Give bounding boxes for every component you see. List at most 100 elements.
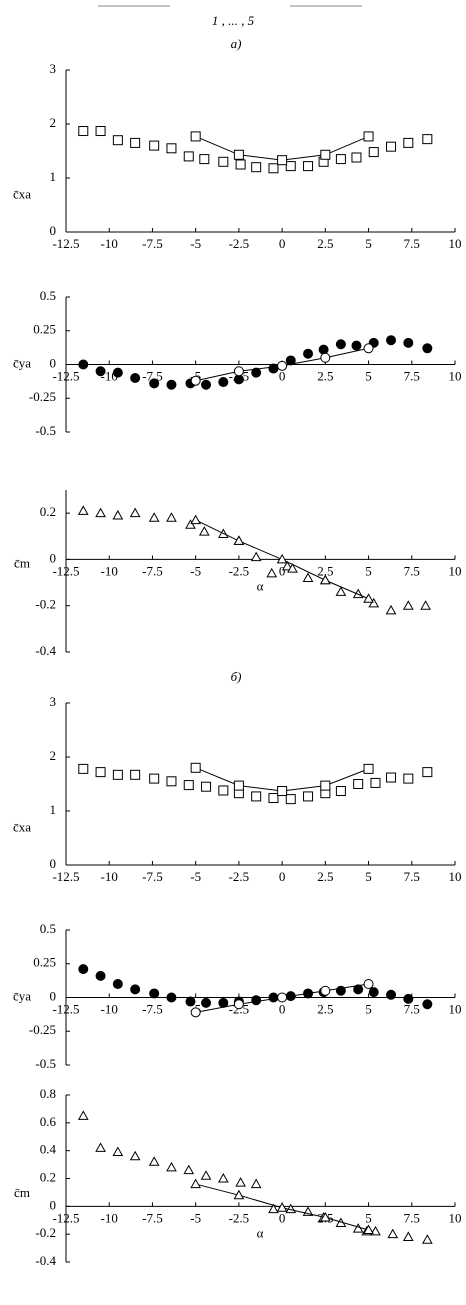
triangle-marker bbox=[302, 572, 314, 582]
square-marker bbox=[353, 779, 364, 789]
triangle-marker bbox=[148, 512, 160, 522]
square-marker bbox=[303, 791, 314, 802]
x-tick-label: 7.5 bbox=[404, 1210, 420, 1225]
header-text: 1 , ... , 5 bbox=[212, 13, 255, 28]
triangle-marker bbox=[250, 1178, 262, 1189]
triangle-marker bbox=[129, 507, 141, 518]
triangle-marker bbox=[166, 1161, 177, 1172]
x-tick-label: 10 bbox=[449, 236, 462, 251]
x-tick-label: -7.5 bbox=[142, 563, 163, 578]
triangle-marker bbox=[77, 1110, 89, 1120]
square-marker bbox=[183, 780, 194, 791]
x-tick-label: -12.5 bbox=[52, 1001, 79, 1016]
triangle-marker bbox=[148, 1156, 160, 1166]
circle-marker bbox=[403, 337, 414, 348]
square-marker bbox=[403, 137, 414, 148]
y-tick-label: -0.5 bbox=[35, 1056, 56, 1071]
y-tick-label: -0.2 bbox=[35, 1225, 56, 1240]
square-marker bbox=[130, 137, 141, 148]
triangle-marker bbox=[276, 553, 288, 564]
circle-marker bbox=[218, 377, 229, 388]
y-tick-label: 0 bbox=[50, 1197, 57, 1212]
square-marker bbox=[201, 781, 212, 792]
triangle-marker bbox=[183, 1164, 195, 1175]
x-tick-label: -5 bbox=[190, 563, 201, 578]
circle-marker bbox=[320, 352, 331, 363]
y-tick-label: -0.25 bbox=[29, 1022, 56, 1037]
square-marker bbox=[166, 143, 177, 154]
square-marker bbox=[166, 776, 177, 787]
square-marker bbox=[190, 131, 201, 142]
circle-marker bbox=[422, 999, 433, 1010]
y-tick-label: 0.6 bbox=[40, 1114, 57, 1129]
square-marker bbox=[183, 151, 194, 162]
y-axis-label: c̄m bbox=[14, 556, 30, 571]
circle-marker bbox=[185, 996, 196, 1007]
circle-marker bbox=[285, 355, 296, 366]
square-marker bbox=[268, 163, 279, 174]
y-tick-label: 0.25 bbox=[33, 322, 56, 337]
x-tick-label: 5 bbox=[365, 1001, 372, 1016]
y-tick-label: 0.5 bbox=[40, 921, 56, 936]
y-tick-label: 0.2 bbox=[40, 1169, 56, 1184]
triangle-marker bbox=[363, 1224, 374, 1234]
triangle-marker bbox=[402, 600, 414, 610]
y-tick-label: 2 bbox=[50, 115, 57, 130]
y-tick-label: 0.4 bbox=[40, 1142, 57, 1157]
y-tick-label: 0 bbox=[50, 223, 57, 238]
circle-marker bbox=[422, 343, 433, 354]
y-tick-label: 0 bbox=[50, 856, 57, 871]
square-marker bbox=[351, 152, 362, 163]
x-tick-label: 0 bbox=[279, 1210, 286, 1225]
triangle-marker bbox=[250, 551, 262, 562]
square-marker bbox=[285, 161, 296, 172]
y-tick-label: 3 bbox=[50, 694, 57, 709]
circle-marker bbox=[363, 979, 374, 989]
x-tick-label: 7.5 bbox=[404, 236, 420, 251]
x-tick-label: 0 bbox=[279, 869, 286, 884]
x-tick-label: 7.5 bbox=[404, 368, 420, 383]
circle-marker bbox=[233, 999, 244, 1010]
square-marker bbox=[268, 793, 279, 804]
square-marker bbox=[422, 767, 433, 778]
y-tick-label: 0.2 bbox=[40, 504, 56, 519]
circle-marker bbox=[112, 979, 123, 989]
circle-marker bbox=[130, 984, 141, 995]
circle-marker bbox=[95, 366, 106, 377]
circle-marker bbox=[363, 343, 374, 354]
square-marker bbox=[130, 769, 141, 780]
circle-marker bbox=[166, 379, 177, 390]
y-tick-label: -0.5 bbox=[35, 423, 56, 438]
triangle-marker bbox=[368, 597, 380, 608]
x-tick-label: 10 bbox=[449, 563, 462, 578]
triangle-marker bbox=[217, 1172, 229, 1183]
y-axis-label: c̄xa bbox=[13, 187, 31, 202]
x-tick-label: -2.5 bbox=[229, 869, 250, 884]
circle-marker bbox=[318, 344, 329, 355]
square-marker bbox=[251, 162, 262, 173]
triangle-marker bbox=[287, 563, 298, 573]
triangle-marker bbox=[387, 1228, 399, 1239]
triangle-marker bbox=[112, 1146, 124, 1157]
triangle-marker bbox=[363, 593, 374, 603]
x-tick-label: -5 bbox=[190, 236, 201, 251]
x-tick-label: -12.5 bbox=[52, 563, 79, 578]
y-tick-label: 0 bbox=[50, 988, 57, 1003]
circle-marker bbox=[353, 984, 364, 995]
triangle-marker bbox=[166, 512, 177, 522]
square-marker bbox=[95, 126, 106, 137]
x-tick-label: 10 bbox=[449, 1001, 462, 1016]
circle-marker bbox=[368, 987, 379, 998]
square-marker bbox=[233, 780, 244, 791]
circle-marker bbox=[386, 989, 397, 1000]
y-tick-label: 0.5 bbox=[40, 288, 56, 303]
x-tick-label: 0 bbox=[279, 236, 286, 251]
x-tick-label: -7.5 bbox=[142, 368, 163, 383]
x-tick-label: 7.5 bbox=[404, 869, 420, 884]
x-tick-label: -2.5 bbox=[229, 236, 250, 251]
triangle-marker bbox=[402, 1231, 414, 1241]
triangle-marker bbox=[129, 1150, 141, 1161]
y-axis-label: c̄ya bbox=[13, 988, 31, 1003]
triangle-marker bbox=[190, 1178, 202, 1189]
x-tick-label: -12.5 bbox=[52, 1210, 79, 1225]
